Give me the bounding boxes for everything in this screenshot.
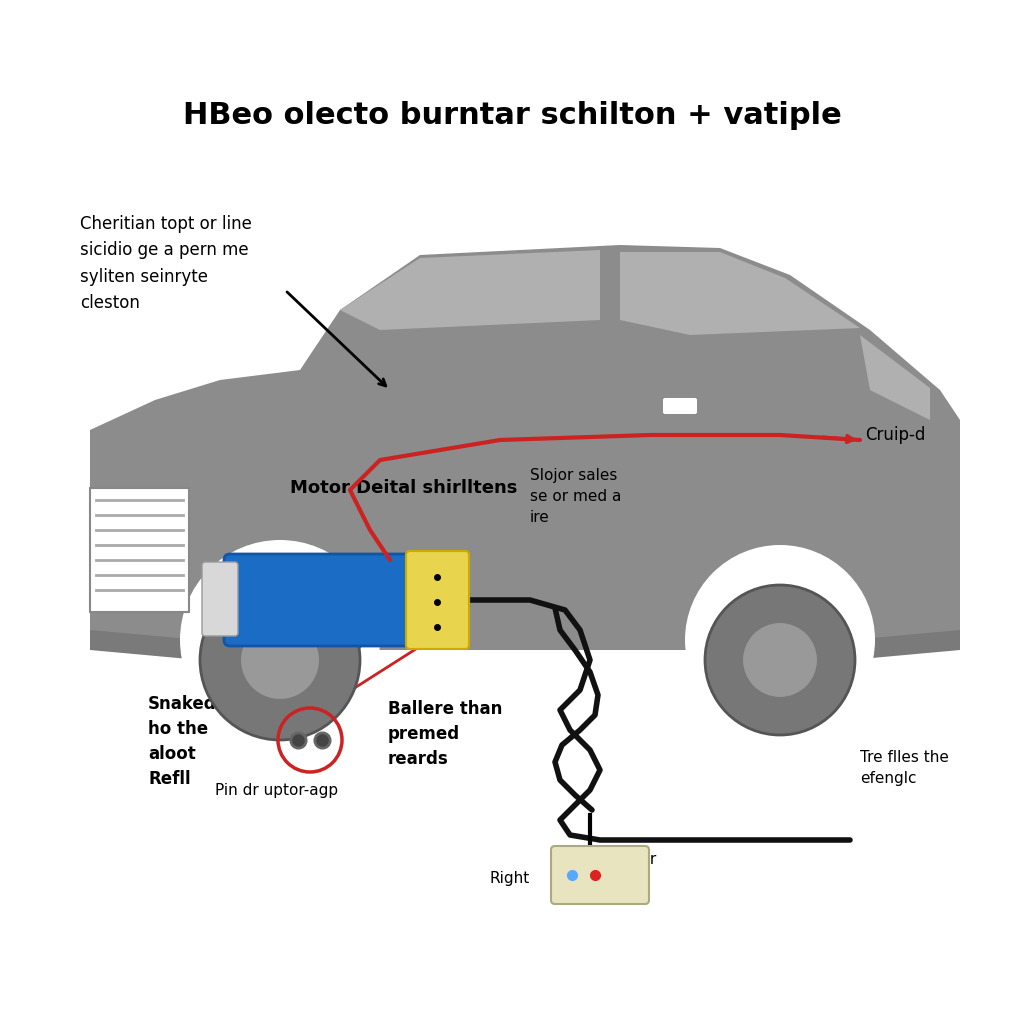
Circle shape <box>180 540 380 740</box>
Text: Snaked
ho the
aloot
Refll: Snaked ho the aloot Refll <box>148 695 217 788</box>
Text: Motor: Motor <box>612 853 656 867</box>
Circle shape <box>705 585 855 735</box>
Polygon shape <box>850 630 961 660</box>
Circle shape <box>240 620 319 700</box>
Text: Motor Deital shirlltens: Motor Deital shirlltens <box>290 479 517 497</box>
FancyBboxPatch shape <box>224 554 416 646</box>
FancyBboxPatch shape <box>406 551 469 649</box>
FancyBboxPatch shape <box>202 562 238 636</box>
Circle shape <box>742 622 818 698</box>
Text: Ballere than
premed
reards: Ballere than premed reards <box>388 700 503 768</box>
FancyBboxPatch shape <box>663 398 697 414</box>
Text: Cruip-d: Cruip-d <box>865 426 926 444</box>
Text: Cheritian topt or line
sicidio ge a pern me
syliten seinryte
cleston: Cheritian topt or line sicidio ge a pern… <box>80 215 252 312</box>
Text: Right: Right <box>489 870 530 886</box>
Polygon shape <box>620 252 860 335</box>
Polygon shape <box>90 245 961 650</box>
Polygon shape <box>340 250 600 330</box>
Polygon shape <box>90 630 200 660</box>
Text: HBeo olecto burntar schilton + vatiple: HBeo olecto burntar schilton + vatiple <box>182 100 842 129</box>
FancyBboxPatch shape <box>551 846 649 904</box>
Text: Pin dr uptor-agp: Pin dr uptor-agp <box>215 782 338 798</box>
Circle shape <box>685 545 874 735</box>
Text: Tre flles the
efenglc: Tre flles the efenglc <box>860 750 949 786</box>
Polygon shape <box>860 335 930 420</box>
FancyBboxPatch shape <box>90 488 189 612</box>
Circle shape <box>200 580 360 740</box>
Text: Slojor sales
se or med a
ire: Slojor sales se or med a ire <box>530 468 622 525</box>
